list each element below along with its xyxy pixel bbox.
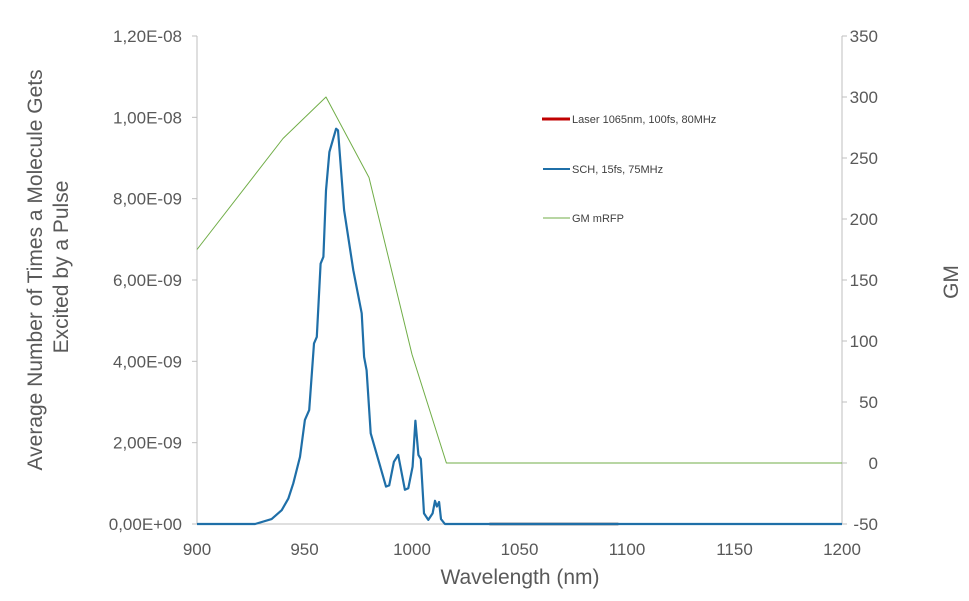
y-axis-title-line-2: Excited by a Pulse	[50, 181, 73, 354]
legend-label-gm: GM mRFP	[572, 213, 624, 225]
legend-label-sch: SCH, 15fs, 75MHz	[572, 164, 663, 176]
y2-tick-label: 200	[850, 210, 878, 229]
y-tick-label: 8,00E-09	[113, 190, 182, 209]
x-axis-title: Wavelength (nm)	[440, 566, 599, 589]
y2-tick-label: 300	[850, 88, 878, 107]
y-axis-title-line-1: Average Number of Times a Molecule Gets	[24, 69, 47, 470]
series-line-2	[196, 96, 842, 464]
y-tick-label: 2,00E-09	[113, 434, 182, 453]
legend: Laser 1065nm, 100fs, 80MHz SCH, 15fs, 75…	[542, 114, 716, 225]
y2-tick-label: 250	[850, 149, 878, 168]
x-tick-label: 950	[290, 540, 318, 559]
y2-tick-label: -50	[853, 515, 878, 534]
y-tick-label: 6,00E-09	[113, 271, 182, 290]
x-tick-label: 1000	[393, 540, 431, 559]
y-tick-label: 4,00E-09	[113, 352, 182, 371]
y2-tick-label: 100	[850, 332, 878, 351]
legend-label-laser: Laser 1065nm, 100fs, 80MHz	[572, 114, 716, 126]
y-axis-title: Average Number of Times a Molecule Gets …	[24, 64, 73, 471]
y2-tick-label: 350	[850, 27, 878, 46]
y2-tick-label: 50	[859, 393, 878, 412]
x-tick-label: 1050	[501, 540, 539, 559]
series-line-1	[197, 127, 842, 526]
x-tick-label: 1200	[823, 540, 861, 559]
x-tick-label: 1150	[716, 540, 753, 559]
x-tick-label: 900	[183, 540, 211, 559]
y2-tick-label: 0	[869, 454, 878, 473]
y2-axis-title: GM	[940, 265, 963, 299]
y-tick-label: 1,00E-08	[113, 108, 182, 127]
y2-tick-label: 150	[850, 271, 878, 290]
y-tick-label: 1,20E-08	[113, 27, 182, 46]
x-tick-label: 1100	[609, 540, 646, 559]
y-tick-label: 0,00E+00	[109, 515, 182, 534]
